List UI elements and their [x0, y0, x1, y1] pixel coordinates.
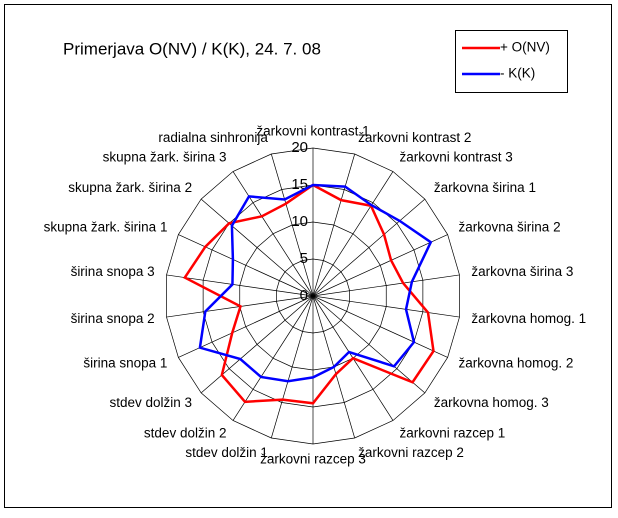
category-label: žarkovna homog. 2 [459, 356, 574, 371]
category-label: žarkovna širina 1 [434, 180, 536, 195]
category-label: žarkovna širina 2 [459, 219, 561, 234]
legend-label: - K(K) [500, 66, 535, 81]
category-label: žarkovna homog. 1 [471, 311, 586, 326]
grid-ring [166, 147, 460, 445]
r-tick-label: 5 [300, 250, 308, 267]
chart-title: Primerjava O(NV) / K(K), 24. 7. 08 [63, 39, 321, 58]
category-label: žarkovna širina 3 [471, 264, 573, 279]
r-tick-label: 20 [291, 139, 308, 156]
legend-box [455, 30, 568, 93]
legend-label: + O(NV) [500, 40, 550, 55]
category-label: žarkovni kontrast 1 [256, 124, 369, 139]
category-label: skupna žark. širina 3 [103, 150, 227, 165]
category-label: žarkovni razcep 1 [400, 426, 506, 441]
category-label: skupna žark. širina 1 [44, 219, 168, 234]
category-label: stdev dolžin 1 [185, 445, 268, 460]
category-label: stdev dolžin 3 [110, 395, 193, 410]
r-tick-label: 10 [291, 213, 308, 230]
category-label: žarkovna homog. 3 [434, 395, 549, 410]
series-line [183, 183, 435, 405]
category-label: širina snopa 1 [83, 356, 167, 371]
r-tick-label: 0 [300, 287, 308, 304]
grid-ring [276, 258, 350, 334]
grid-ring [202, 184, 424, 408]
category-label: stdev dolžin 2 [144, 426, 227, 441]
category-label: žarkovni razcep 2 [358, 445, 464, 460]
category-label: žarkovni kontrast 2 [358, 130, 471, 145]
category-label: širina snopa 3 [71, 264, 155, 279]
category-label: žarkovni razcep 3 [260, 452, 366, 467]
category-label: skupna žark. širina 2 [68, 180, 192, 195]
series-line [198, 183, 433, 383]
grid-ring [239, 221, 387, 371]
category-label: širina snopa 2 [71, 311, 155, 326]
category-label: žarkovni kontrast 3 [400, 150, 513, 165]
category-label: radialna sinhronija [158, 130, 268, 145]
